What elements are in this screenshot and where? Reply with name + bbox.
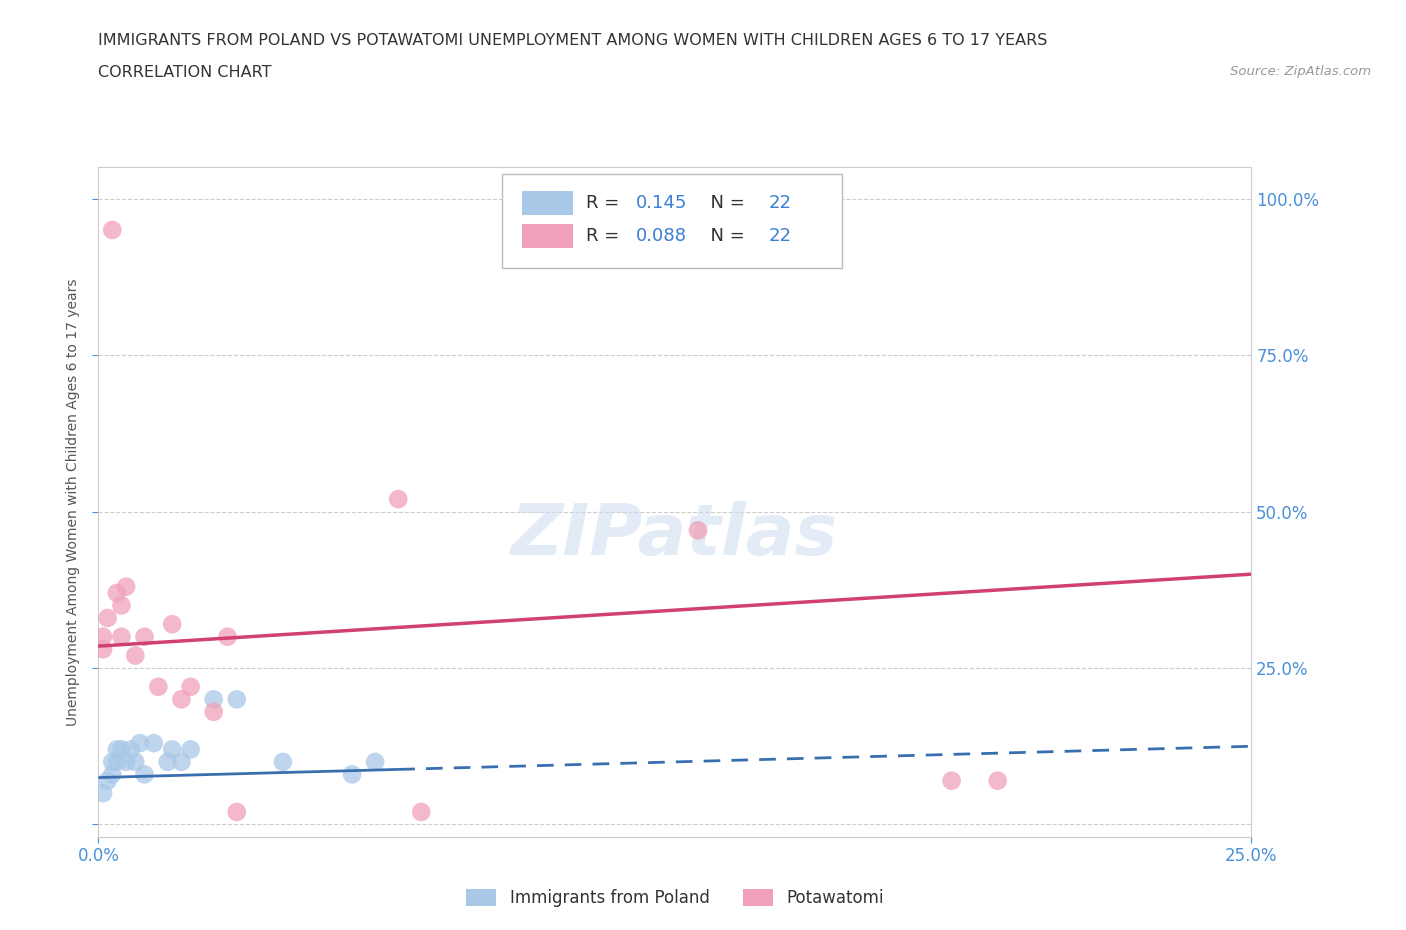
Point xyxy=(120,742,142,757)
Point xyxy=(170,692,193,707)
Point xyxy=(101,222,124,237)
Point xyxy=(124,754,146,769)
Point xyxy=(97,773,120,788)
Point xyxy=(364,754,387,769)
Text: N =: N = xyxy=(699,227,751,246)
Point xyxy=(115,579,138,594)
Point xyxy=(225,804,247,819)
Text: ZIPatlas: ZIPatlas xyxy=(512,501,838,570)
Point xyxy=(271,754,294,769)
FancyBboxPatch shape xyxy=(522,191,574,215)
Point xyxy=(105,754,128,769)
Point xyxy=(129,736,152,751)
Point xyxy=(101,754,124,769)
Text: R =: R = xyxy=(586,227,626,246)
Point xyxy=(110,630,132,644)
Point xyxy=(91,642,114,657)
FancyBboxPatch shape xyxy=(522,224,574,248)
FancyBboxPatch shape xyxy=(502,174,842,268)
Point xyxy=(387,492,409,507)
Point xyxy=(134,630,156,644)
Point xyxy=(987,773,1010,788)
Point xyxy=(156,754,179,769)
Point xyxy=(124,648,146,663)
Point xyxy=(180,680,202,695)
Point xyxy=(105,742,128,757)
Text: CORRELATION CHART: CORRELATION CHART xyxy=(98,65,271,80)
Y-axis label: Unemployment Among Women with Children Ages 6 to 17 years: Unemployment Among Women with Children A… xyxy=(66,278,80,726)
Text: IMMIGRANTS FROM POLAND VS POTAWATOMI UNEMPLOYMENT AMONG WOMEN WITH CHILDREN AGES: IMMIGRANTS FROM POLAND VS POTAWATOMI UNE… xyxy=(98,33,1047,47)
Point xyxy=(160,617,183,631)
Point xyxy=(142,736,165,751)
Point xyxy=(202,692,225,707)
Point xyxy=(115,754,138,769)
Text: R =: R = xyxy=(586,193,626,212)
Legend: Immigrants from Poland, Potawatomi: Immigrants from Poland, Potawatomi xyxy=(458,881,891,916)
Point xyxy=(105,586,128,601)
Point xyxy=(110,742,132,757)
Point xyxy=(91,786,114,801)
Point xyxy=(180,742,202,757)
Text: 0.088: 0.088 xyxy=(636,227,686,246)
Point xyxy=(101,767,124,782)
Point xyxy=(217,630,239,644)
Point xyxy=(91,630,114,644)
Point xyxy=(160,742,183,757)
Point xyxy=(134,767,156,782)
Point xyxy=(411,804,433,819)
Text: 0.145: 0.145 xyxy=(636,193,688,212)
Point xyxy=(97,610,120,625)
Point xyxy=(110,598,132,613)
Text: N =: N = xyxy=(699,193,751,212)
Point xyxy=(202,704,225,719)
Point xyxy=(170,754,193,769)
Point xyxy=(225,692,247,707)
Point xyxy=(340,767,363,782)
Point xyxy=(941,773,963,788)
Text: 22: 22 xyxy=(768,227,792,246)
Text: 22: 22 xyxy=(768,193,792,212)
Text: Source: ZipAtlas.com: Source: ZipAtlas.com xyxy=(1230,65,1371,78)
Point xyxy=(148,680,170,695)
Point xyxy=(686,523,709,538)
